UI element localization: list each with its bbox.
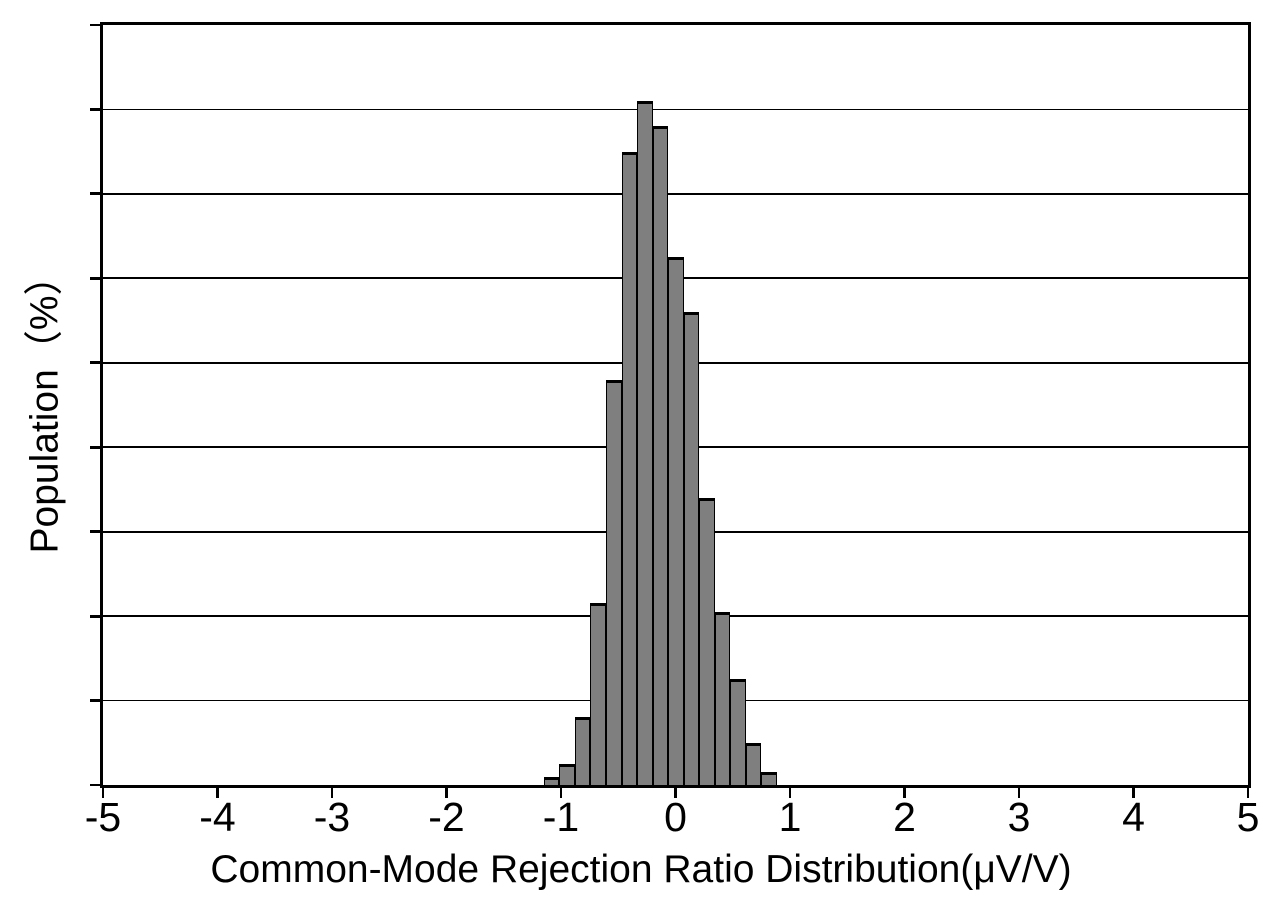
histogram-bar [590, 603, 606, 785]
y-tick [90, 276, 100, 280]
x-tick-label: 4 [1122, 794, 1145, 840]
x-tick [445, 788, 448, 798]
y-tick [90, 361, 100, 365]
histogram-bar [714, 611, 731, 785]
histogram-bar [621, 151, 638, 785]
gridline [103, 108, 1248, 111]
histogram-bar [543, 776, 560, 785]
histogram-bar [652, 126, 669, 785]
y-tick [90, 23, 100, 27]
gridline [103, 193, 1248, 195]
x-tick-label: 3 [1007, 794, 1031, 840]
x-tick-label: 1 [778, 794, 802, 840]
x-tick [101, 788, 105, 798]
x-tick-label: -5 [84, 794, 122, 840]
x-tick-label: 0 [664, 794, 687, 840]
x-tick-label: -3 [313, 794, 351, 840]
x-tick [1246, 788, 1250, 798]
y-tick [90, 445, 100, 449]
histogram-bar [745, 742, 762, 785]
y-tick [90, 614, 100, 618]
x-tick-label: 2 [893, 794, 916, 840]
x-tick-label: -4 [199, 794, 236, 840]
histogram-bar [605, 379, 622, 785]
x-axis-label: Common-Mode Rejection Ratio Distribution… [210, 848, 1072, 891]
y-tick [90, 530, 100, 534]
histogram-bar [761, 772, 777, 785]
y-tick [90, 192, 100, 196]
x-tick [1017, 788, 1021, 798]
x-tick [330, 788, 334, 798]
x-tick-label: 5 [1236, 794, 1260, 840]
histogram-bar [668, 257, 684, 785]
x-tick [1132, 788, 1135, 798]
x-tick [216, 788, 219, 798]
x-tick [903, 788, 906, 798]
y-tick [90, 699, 100, 702]
plot-area [90, 22, 1251, 798]
x-tick [788, 788, 792, 798]
histogram-bar [699, 497, 715, 785]
histogram-bar [683, 312, 700, 785]
histogram-bar [574, 717, 591, 785]
histogram-bar [559, 763, 575, 785]
x-tick-label: -1 [542, 794, 580, 840]
x-tick [674, 788, 677, 798]
y-tick [90, 108, 100, 111]
histogram-bar [730, 679, 746, 785]
x-tick-label: -2 [428, 794, 465, 840]
y-tick [90, 783, 100, 787]
histogram-bar [637, 101, 653, 785]
x-tick [559, 788, 563, 798]
